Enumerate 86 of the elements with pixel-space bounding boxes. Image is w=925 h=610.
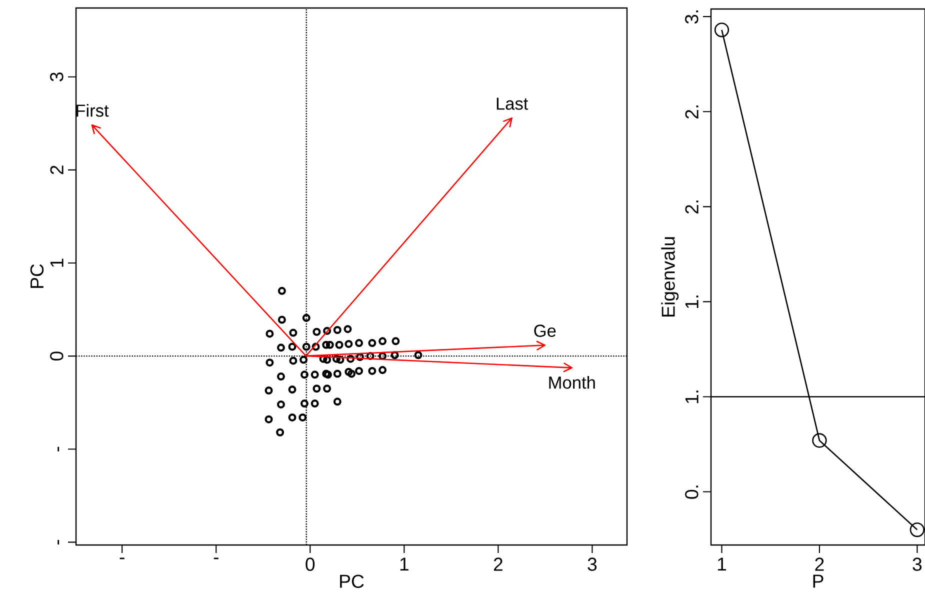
x-axis-title: P xyxy=(813,574,824,588)
point xyxy=(298,413,307,422)
point xyxy=(378,337,387,346)
point xyxy=(378,366,387,374)
x-tick-label: - xyxy=(120,558,124,560)
point xyxy=(368,339,376,348)
y-tick-label: - xyxy=(58,446,60,452)
x-tick-label: 2 xyxy=(815,558,824,571)
point xyxy=(319,354,328,363)
point xyxy=(276,372,285,381)
point xyxy=(312,342,320,351)
annotation: Last xyxy=(496,98,528,110)
point xyxy=(335,340,344,349)
point xyxy=(288,386,296,394)
point xyxy=(333,326,342,334)
point xyxy=(333,398,342,406)
y-tick-label: 1. xyxy=(685,390,698,404)
point xyxy=(355,366,364,375)
point xyxy=(312,328,321,336)
point xyxy=(378,352,387,360)
x-tick-label: 3 xyxy=(912,558,922,571)
point xyxy=(392,337,400,346)
point xyxy=(323,384,332,393)
point xyxy=(323,326,332,335)
point xyxy=(910,522,925,538)
point xyxy=(278,316,286,324)
x-axis-title: PC xyxy=(340,574,364,588)
point xyxy=(302,342,310,351)
point xyxy=(344,368,353,376)
y-tick-label: 1 xyxy=(50,258,64,267)
y-tick-label: - xyxy=(58,540,60,544)
annotation: Ge xyxy=(534,324,556,337)
point xyxy=(278,286,286,295)
point xyxy=(366,352,374,360)
point xyxy=(348,370,356,378)
point xyxy=(333,370,342,378)
point xyxy=(326,340,334,349)
point xyxy=(302,314,310,322)
point xyxy=(355,339,364,348)
y-tick-label: 0. xyxy=(685,486,698,499)
y-tick-label: 0 xyxy=(50,352,64,361)
x-tick-label: 2 xyxy=(494,558,502,571)
x-tick-label: 0 xyxy=(306,558,315,571)
point xyxy=(310,370,319,379)
y-tick-label: 2. xyxy=(685,200,698,214)
point xyxy=(266,330,274,338)
point xyxy=(323,356,332,364)
point xyxy=(276,400,285,408)
point xyxy=(714,22,730,38)
x-tick-label: 1 xyxy=(400,558,408,571)
annotation: First xyxy=(76,104,109,117)
annotation: Month xyxy=(549,376,595,389)
point xyxy=(322,340,330,349)
y-tick-label: 3 xyxy=(50,72,64,82)
y-axis-title: PC xyxy=(30,264,44,288)
point xyxy=(344,340,353,348)
point xyxy=(812,433,827,448)
point xyxy=(300,370,308,379)
point xyxy=(264,386,273,394)
point xyxy=(264,415,273,424)
point xyxy=(312,384,321,393)
point xyxy=(300,400,308,408)
point xyxy=(346,354,355,363)
point xyxy=(310,400,319,408)
point xyxy=(368,366,376,375)
point xyxy=(276,344,285,352)
point xyxy=(289,356,298,365)
point xyxy=(336,356,344,364)
point xyxy=(300,356,308,364)
point xyxy=(276,428,284,436)
point xyxy=(390,351,399,360)
y-tick-label: 3. xyxy=(685,10,698,24)
point xyxy=(266,358,274,367)
y-axis-title: Eigenvalu xyxy=(661,237,679,316)
y-tick-label: 2 xyxy=(50,166,64,174)
x-tick-label: - xyxy=(214,558,218,560)
y-tick-label: 2. xyxy=(685,106,698,118)
x-tick-label: 1 xyxy=(718,558,726,571)
y-tick-label: 1. xyxy=(685,296,698,308)
x-tick-label: 3 xyxy=(588,558,597,571)
point xyxy=(414,351,422,360)
point xyxy=(288,413,296,422)
point xyxy=(288,342,296,351)
point xyxy=(289,328,298,337)
point xyxy=(344,325,352,334)
point xyxy=(332,354,340,363)
